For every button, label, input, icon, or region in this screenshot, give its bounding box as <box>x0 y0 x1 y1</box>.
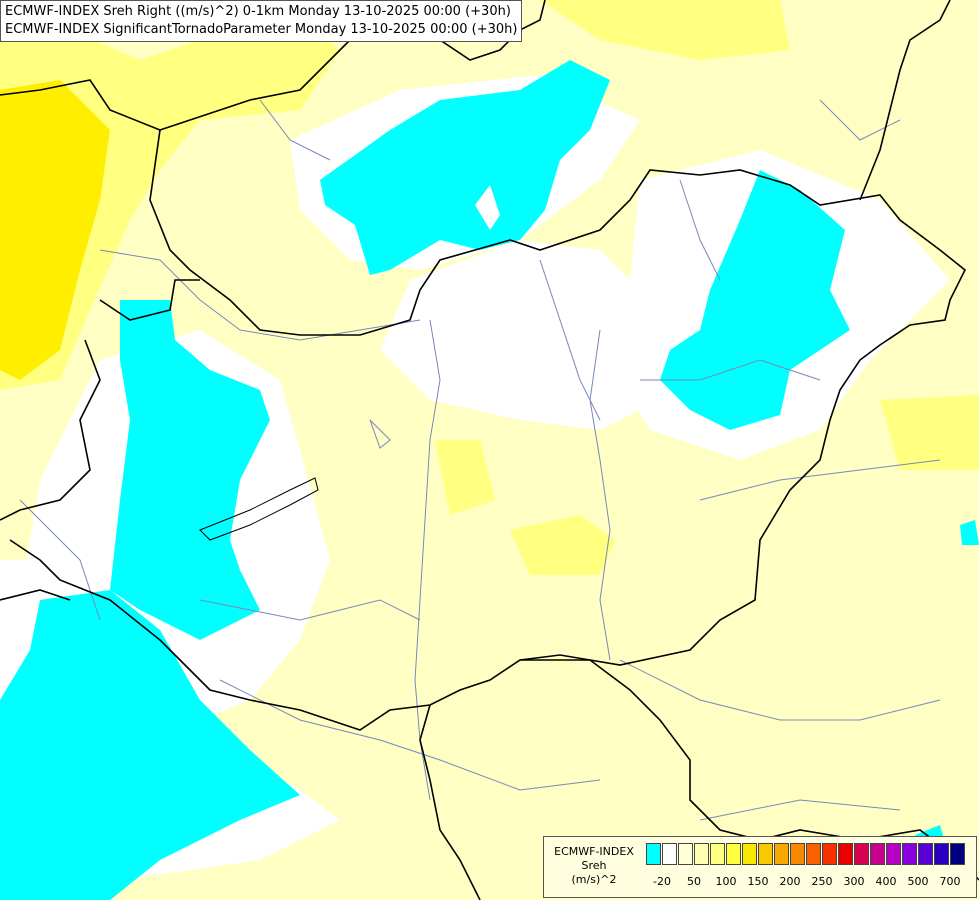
legend-swatch <box>742 843 757 865</box>
legend-tick-label: 300 <box>843 875 865 888</box>
map-title: ECMWF-INDEX Sreh Right ((m/s)^2) 0-1km M… <box>0 0 523 42</box>
legend-source: ECMWF-INDEX <box>554 845 634 858</box>
title-line-1: ECMWF-INDEX Sreh Right ((m/s)^2) 0-1km M… <box>5 4 511 19</box>
yellow-field-north <box>540 0 790 60</box>
legend-tick-label: 200 <box>779 875 801 888</box>
legend-swatch <box>806 843 821 865</box>
white-zone-center <box>380 240 660 430</box>
legend-variable: Sreh <box>581 859 607 872</box>
dark-yellow-field-west <box>0 80 110 380</box>
legend-swatch <box>710 843 725 865</box>
legend-tick-label: 500 <box>907 875 929 888</box>
legend-swatch <box>838 843 853 865</box>
yellow-patch-center2 <box>435 440 495 515</box>
legend-swatch <box>694 843 709 865</box>
legend-tick-label: 250 <box>811 875 833 888</box>
legend-swatch <box>790 843 805 865</box>
legend-swatch <box>950 843 965 865</box>
color-legend: ECMWF-INDEX Sreh (m/s)^2 -20 50 100 150 200 2… <box>543 836 977 898</box>
legend-swatch <box>678 843 693 865</box>
cyan-zone-east <box>660 170 850 430</box>
cyan-zone-southwest <box>0 590 300 900</box>
title-line-2: ECMWF-INDEX SignificantTornadoParameter … <box>5 22 518 37</box>
legend-tick-label: -20 <box>653 875 671 888</box>
legend-swatch <box>854 843 869 865</box>
legend-tick-label: 50 <box>687 875 701 888</box>
legend-unit: (m/s)^2 <box>571 873 617 886</box>
rivers <box>19 99 941 821</box>
yellow-field-east <box>880 395 979 470</box>
yellow-patch-center <box>510 515 615 575</box>
legend-swatch <box>934 843 949 865</box>
legend-swatch <box>646 843 661 865</box>
legend-swatch <box>726 843 741 865</box>
legend-swatch <box>774 843 789 865</box>
legend-tick-label: 150 <box>747 875 769 888</box>
legend-ticks: -20 50 100 150 200 250 300 400 500 700 <box>640 875 974 889</box>
legend-swatch <box>870 843 885 865</box>
legend-swatch <box>822 843 837 865</box>
legend-swatch <box>662 843 677 865</box>
legend-swatches <box>646 843 966 865</box>
cyan-zone-north <box>320 60 610 275</box>
legend-tick-label: 400 <box>875 875 897 888</box>
legend-swatch <box>886 843 901 865</box>
cyan-patch-east-edge <box>960 520 979 545</box>
legend-swatch <box>918 843 933 865</box>
lake-outline <box>199 477 319 541</box>
legend-tick-label: 700 <box>939 875 961 888</box>
legend-swatch <box>902 843 917 865</box>
cyan-zone-west-upper <box>110 300 270 640</box>
legend-tick-label: 100 <box>715 875 737 888</box>
white-hole-north <box>475 185 500 230</box>
legend-swatch <box>758 843 773 865</box>
